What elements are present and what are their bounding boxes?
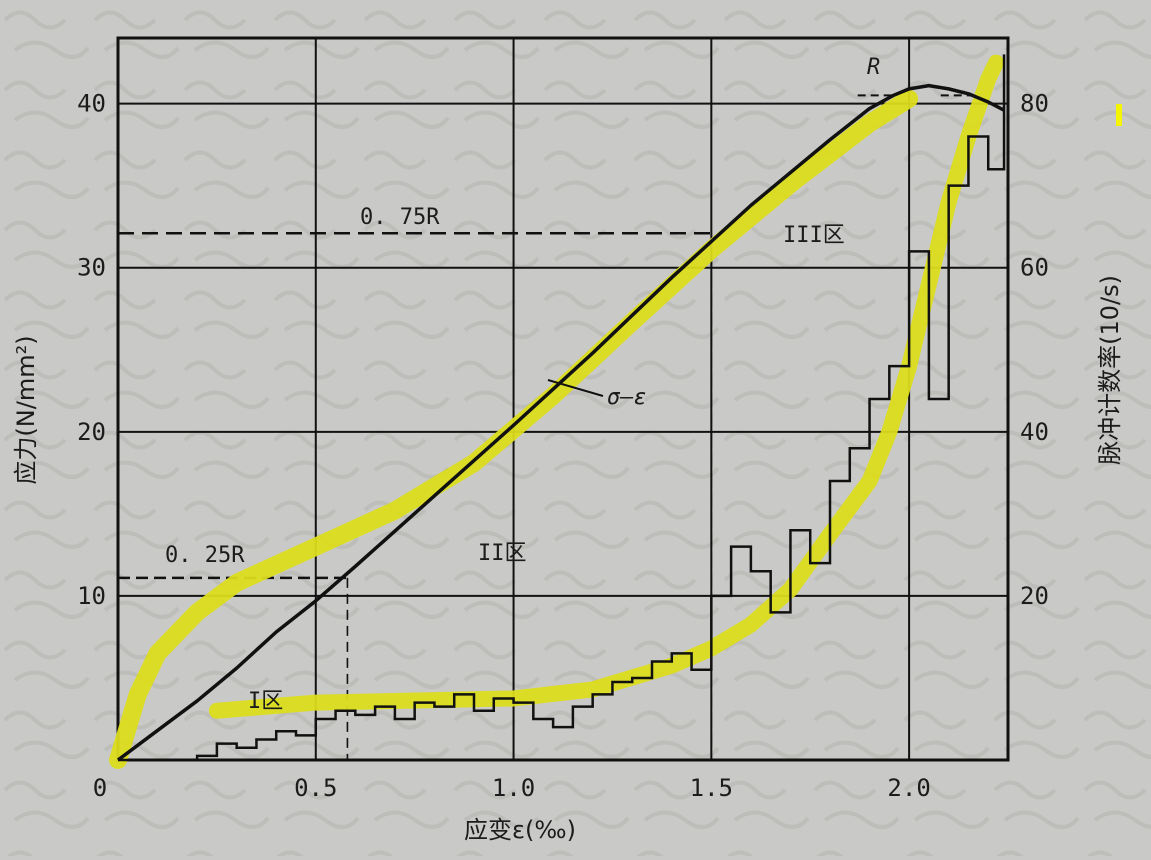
y-tick-label: 10 <box>77 582 106 610</box>
annotation-075r: 0. 75R <box>360 205 440 230</box>
y2-tick-label: 20 <box>1020 582 1049 610</box>
y-tick-label: 40 <box>77 90 106 118</box>
annotation-sigma-epsilon: σ—ε <box>607 385 647 410</box>
annotation-zone-1: I区 <box>248 689 283 714</box>
highlight-stress-stroke <box>109 89 919 769</box>
y-tick-label: 20 <box>77 418 106 446</box>
annotation-r: R <box>867 55 880 80</box>
tick-labels: 0 0.5 1.0 1.5 2.0 10 20 30 40 20 40 60 80 <box>77 90 1049 802</box>
plot-frame <box>116 36 1010 762</box>
annotation-zone-3: III区 <box>783 223 845 248</box>
x-tick-label: 2.0 <box>887 774 930 802</box>
annotation-zone-2: II区 <box>478 541 527 566</box>
y2-axis-title: 脉冲计数率(10/s) <box>1096 275 1124 465</box>
x-tick-label: 0.5 <box>294 774 337 802</box>
stress-strain-curve <box>116 83 1005 762</box>
x-tick-label: 1.0 <box>492 774 535 802</box>
y2-tick-label: 60 <box>1020 254 1049 282</box>
pulse-rate-step-line <box>118 54 1006 762</box>
y-axis-title: 应力(N/mm²) <box>12 335 40 484</box>
y2-tick-label: 40 <box>1020 418 1049 446</box>
annotation-025r: 0. 25R <box>165 543 245 568</box>
y-tick-label: 30 <box>77 254 106 282</box>
yellow-marker <box>1116 104 1122 126</box>
y2-tick-label: 80 <box>1020 90 1049 118</box>
x-tick-label: 1.5 <box>690 774 733 802</box>
x-tick-label: 0 <box>93 774 107 802</box>
x-axis-title: 应变ε(‰) <box>464 816 576 844</box>
grid <box>116 36 1010 762</box>
annotation-sigma-epsilon-leader <box>547 379 604 397</box>
curves <box>116 54 1006 762</box>
